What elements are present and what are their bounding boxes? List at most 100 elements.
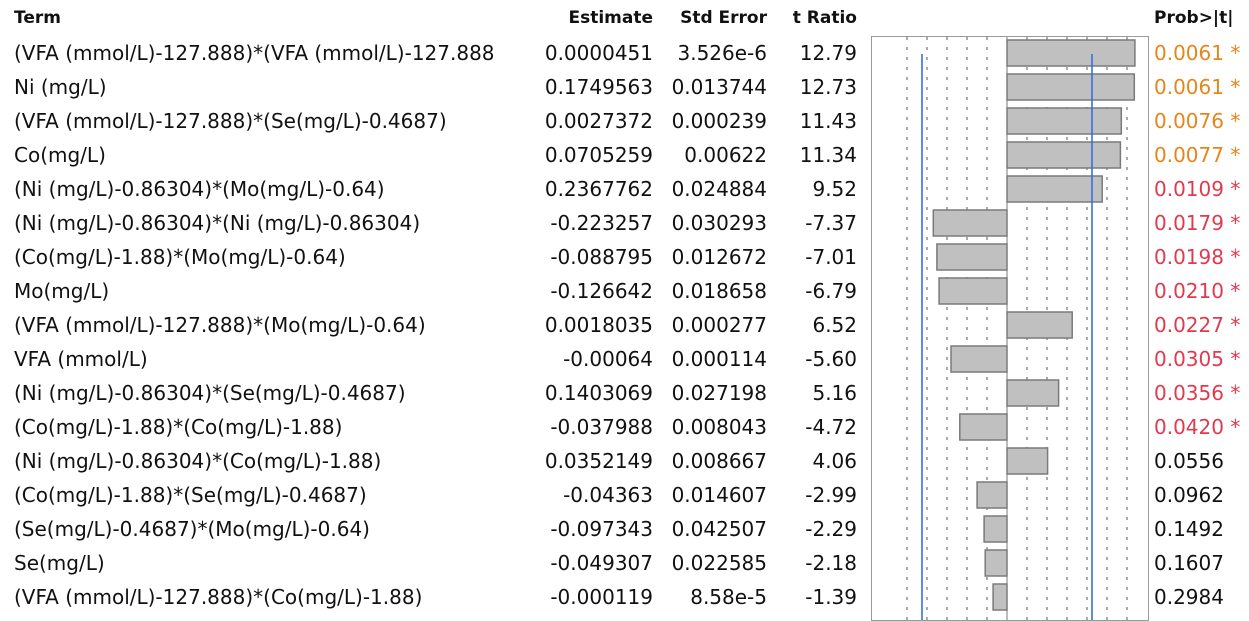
t-ratio-bar bbox=[992, 583, 1008, 611]
table-row[interactable]: (Ni (mg/L)-0.86304)*(Ni (mg/L)-0.86304) -… bbox=[0, 206, 1249, 240]
prob-cell: 0.0356 * bbox=[1154, 381, 1241, 405]
prob-cell: 0.0305 * bbox=[1154, 347, 1241, 371]
t-ratio-cell: -5.60 bbox=[805, 347, 857, 371]
table-row[interactable]: (Ni (mg/L)-0.86304)*(Co(mg/L)-1.88) 0.035… bbox=[0, 444, 1249, 478]
estimate-cell: 0.0018035 bbox=[544, 313, 653, 337]
prob-cell: 0.2984 bbox=[1154, 585, 1224, 609]
table-row[interactable]: (Co(mg/L)-1.88)*(Co(mg/L)-1.88) -0.037988… bbox=[0, 410, 1249, 444]
table-row[interactable]: (VFA (mmol/L)-127.888)*(Co(mg/L)-1.88) -0… bbox=[0, 580, 1249, 614]
t-ratio-cell: 6.52 bbox=[812, 313, 857, 337]
t-ratio-cell: 11.43 bbox=[799, 109, 857, 133]
term-cell: Ni (mg/L) bbox=[14, 75, 107, 99]
t-ratio-bar bbox=[1006, 175, 1103, 203]
std-error-cell: 0.000239 bbox=[671, 109, 767, 133]
t-ratio-cell: 9.52 bbox=[812, 177, 857, 201]
term-cell: (Co(mg/L)-1.88)*(Se(mg/L)-0.4687) bbox=[14, 483, 367, 507]
term-cell: Mo(mg/L) bbox=[14, 279, 110, 303]
header-std-error[interactable]: Std Error bbox=[680, 8, 767, 28]
estimate-cell: 0.1749563 bbox=[544, 75, 653, 99]
term-cell: VFA (mmol/L) bbox=[14, 347, 148, 371]
header-term[interactable]: Term bbox=[14, 8, 61, 28]
t-ratio-cell: -4.72 bbox=[805, 415, 857, 439]
std-error-cell: 0.00622 bbox=[684, 143, 767, 167]
estimate-cell: -0.097343 bbox=[550, 517, 653, 541]
t-ratio-bar bbox=[936, 243, 1008, 271]
t-ratio-bar bbox=[932, 209, 1008, 237]
prob-cell: 0.0061 * bbox=[1154, 41, 1241, 65]
std-error-cell: 0.014607 bbox=[671, 483, 767, 507]
table-row[interactable]: (VFA (mmol/L)-127.888)*(Se(mg/L)-0.4687)… bbox=[0, 104, 1249, 138]
estimate-cell: 0.0027372 bbox=[544, 109, 653, 133]
term-cell: Se(mg/L) bbox=[14, 551, 105, 575]
table-row[interactable]: Co(mg/L) 0.0705259 0.00622 11.34 0.0077 * bbox=[0, 138, 1249, 172]
term-cell: (Ni (mg/L)-0.86304)*(Mo(mg/L)-0.64) bbox=[14, 177, 385, 201]
estimate-cell: 0.0000451 bbox=[544, 41, 653, 65]
t-ratio-bar bbox=[950, 345, 1008, 373]
t-ratio-cell: -2.18 bbox=[805, 551, 857, 575]
std-error-cell: 0.027198 bbox=[671, 381, 767, 405]
std-error-cell: 8.58e-5 bbox=[690, 585, 767, 609]
prob-cell: 0.0076 * bbox=[1154, 109, 1241, 133]
std-error-cell: 0.022585 bbox=[671, 551, 767, 575]
estimate-cell: -0.223257 bbox=[550, 211, 653, 235]
prob-cell: 0.0109 * bbox=[1154, 177, 1241, 201]
estimate-cell: 0.1403069 bbox=[544, 381, 653, 405]
table-row[interactable]: (Co(mg/L)-1.88)*(Se(mg/L)-0.4687) -0.0436… bbox=[0, 478, 1249, 512]
header-estimate[interactable]: Estimate bbox=[568, 8, 653, 28]
t-ratio-bar bbox=[1006, 447, 1049, 475]
estimate-cell: -0.037988 bbox=[550, 415, 653, 439]
estimate-cell: -0.126642 bbox=[550, 279, 653, 303]
std-error-cell: 0.008667 bbox=[671, 449, 767, 473]
table-row[interactable]: Ni (mg/L) 0.1749563 0.013744 12.73 0.0061 * bbox=[0, 70, 1249, 104]
table-row[interactable]: (VFA (mmol/L)-127.888)*(VFA (mmol/L)-127… bbox=[0, 36, 1249, 70]
term-cell: (VFA (mmol/L)-127.888)*(Co(mg/L)-1.88) bbox=[14, 585, 423, 609]
std-error-cell: 0.013744 bbox=[671, 75, 767, 99]
prob-cell: 0.0962 bbox=[1154, 483, 1224, 507]
estimate-cell: -0.00064 bbox=[563, 347, 653, 371]
term-cell: (Co(mg/L)-1.88)*(Co(mg/L)-1.88) bbox=[14, 415, 343, 439]
estimate-cell: 0.2367762 bbox=[544, 177, 653, 201]
t-ratio-cell: -7.37 bbox=[805, 211, 857, 235]
t-ratio-bar bbox=[1006, 379, 1060, 407]
table-row[interactable]: (Ni (mg/L)-0.86304)*(Se(mg/L)-0.4687) 0.1… bbox=[0, 376, 1249, 410]
table-row[interactable]: Mo(mg/L) -0.126642 0.018658 -6.79 0.0210 * bbox=[0, 274, 1249, 308]
t-ratio-cell: 4.06 bbox=[812, 449, 857, 473]
t-ratio-bar bbox=[983, 515, 1008, 543]
estimate-cell: 0.0352149 bbox=[544, 449, 653, 473]
table-row[interactable]: (Se(mg/L)-0.4687)*(Mo(mg/L)-0.64) -0.0973… bbox=[0, 512, 1249, 546]
t-ratio-cell: -1.39 bbox=[805, 585, 857, 609]
t-ratio-cell: 11.34 bbox=[799, 143, 857, 167]
term-cell: (VFA (mmol/L)-127.888)*(Mo(mg/L)-0.64) bbox=[14, 313, 426, 337]
std-error-cell: 0.012672 bbox=[671, 245, 767, 269]
header-prob[interactable]: Prob>|t| bbox=[1154, 8, 1234, 28]
prob-cell: 0.0061 * bbox=[1154, 75, 1241, 99]
prob-cell: 0.0556 bbox=[1154, 449, 1224, 473]
table-row[interactable]: (Ni (mg/L)-0.86304)*(Mo(mg/L)-0.64) 0.236… bbox=[0, 172, 1249, 206]
term-cell: (Ni (mg/L)-0.86304)*(Ni (mg/L)-0.86304) bbox=[14, 211, 421, 235]
t-ratio-bar bbox=[1006, 39, 1136, 67]
prob-cell: 0.0198 * bbox=[1154, 245, 1241, 269]
std-error-cell: 0.024884 bbox=[671, 177, 767, 201]
prob-cell: 0.1492 bbox=[1154, 517, 1224, 541]
prob-cell: 0.0179 * bbox=[1154, 211, 1241, 235]
header-t-ratio[interactable]: t Ratio bbox=[792, 8, 857, 28]
t-ratio-bar bbox=[984, 549, 1008, 577]
t-ratio-bar bbox=[1006, 107, 1123, 135]
prob-cell: 0.1607 bbox=[1154, 551, 1224, 575]
term-cell: (Ni (mg/L)-0.86304)*(Co(mg/L)-1.88) bbox=[14, 449, 382, 473]
table-row[interactable]: (VFA (mmol/L)-127.888)*(Mo(mg/L)-0.64) 0.… bbox=[0, 308, 1249, 342]
t-ratio-cell: 12.73 bbox=[799, 75, 857, 99]
prob-cell: 0.0420 * bbox=[1154, 415, 1241, 439]
std-error-cell: 3.526e-6 bbox=[677, 41, 767, 65]
t-ratio-cell: -2.99 bbox=[805, 483, 857, 507]
prob-cell: 0.0077 * bbox=[1154, 143, 1241, 167]
table-row[interactable]: Se(mg/L) -0.049307 0.022585 -2.18 0.1607 bbox=[0, 546, 1249, 580]
std-error-cell: 0.000114 bbox=[671, 347, 767, 371]
t-ratio-cell: -2.29 bbox=[805, 517, 857, 541]
table-row[interactable]: (Co(mg/L)-1.88)*(Mo(mg/L)-0.64) -0.088795… bbox=[0, 240, 1249, 274]
table-row[interactable]: VFA (mmol/L) -0.00064 0.000114 -5.60 0.0305 … bbox=[0, 342, 1249, 376]
term-cell: (VFA (mmol/L)-127.888)*(VFA (mmol/L)-127… bbox=[14, 41, 495, 65]
std-error-cell: 0.000277 bbox=[671, 313, 767, 337]
term-cell: Co(mg/L) bbox=[14, 143, 106, 167]
estimate-cell: 0.0705259 bbox=[544, 143, 653, 167]
